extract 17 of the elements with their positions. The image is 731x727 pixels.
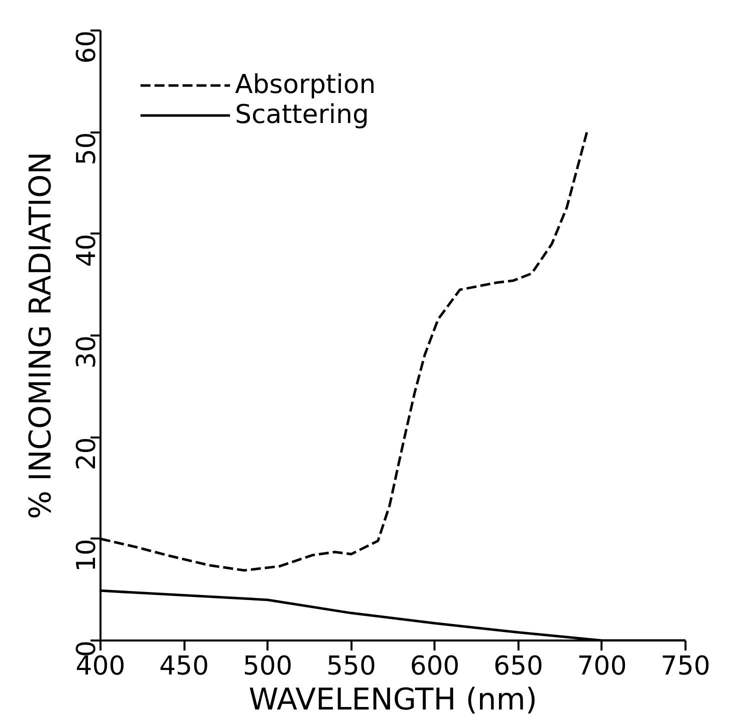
y-tick-label: 30 bbox=[72, 335, 102, 369]
y-axis-title: % INCOMING RADIATION bbox=[24, 152, 58, 520]
legend-label: Scattering bbox=[235, 100, 370, 130]
x-tick-label: 650 bbox=[494, 652, 544, 682]
x-tick-label: 700 bbox=[577, 652, 627, 682]
y-tick-label: 10 bbox=[72, 538, 102, 572]
y-tick-label: 40 bbox=[72, 234, 102, 267]
y-tick-label: 60 bbox=[72, 30, 102, 64]
y-tick-label: 50 bbox=[72, 132, 102, 166]
x-tick-label: 600 bbox=[410, 652, 460, 682]
y-tick-label: 20 bbox=[72, 437, 102, 470]
x-axis-title: WAVELENGTH (nm) bbox=[248, 682, 538, 718]
x-tick-label: 450 bbox=[159, 652, 209, 682]
x-tick-label: 500 bbox=[242, 652, 292, 682]
x-tick-label: 550 bbox=[326, 652, 376, 682]
x-tick-label: 750 bbox=[660, 652, 710, 682]
legend-label: Absorption bbox=[235, 70, 376, 100]
